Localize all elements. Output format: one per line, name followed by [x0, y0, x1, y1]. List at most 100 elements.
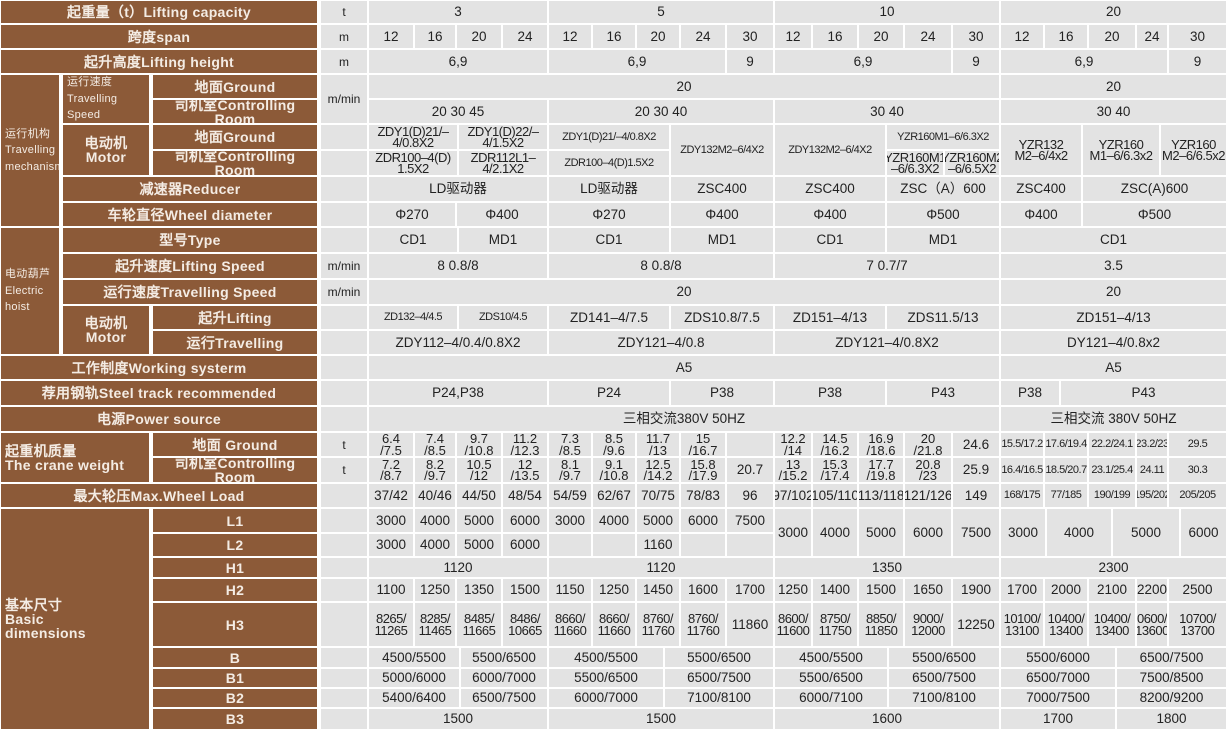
value-wheel-diameter: Φ500 [887, 203, 999, 226]
value-L2: 5000 [457, 534, 501, 556]
unit-cell [321, 484, 367, 507]
value-span: 30 [727, 25, 773, 48]
value-span: 12 [549, 25, 591, 48]
value-speed-controlling-room: 30 40 [1001, 100, 1226, 123]
row-header-motor-controlling-room: 司机室Controlling Room [153, 151, 317, 175]
value-weight-ground: 11.7 /13 [637, 433, 679, 456]
value-weight-ground: 12.2 /14 [775, 433, 811, 456]
value-max-wheel-load: 97/102 [775, 484, 811, 507]
value-B3: 1500 [369, 709, 547, 729]
value-hoist-motor-travelling: ZDY112–4/0.4/0.8X2 [369, 331, 547, 354]
value-span: 12 [775, 25, 811, 48]
value-weight-controlling-room: 7.2 /8.7 [369, 458, 413, 482]
value-max-wheel-load: 205/205 [1169, 484, 1226, 507]
value-span: 12 [1001, 25, 1043, 48]
value-reducer: LD驱动器 [549, 177, 669, 201]
value-capacity: 10 [775, 1, 999, 23]
value-motor-controlling-room: ZDR112L1– 4/2.1X2 [459, 151, 547, 175]
value-weight-controlling-room: 24.11 [1137, 458, 1167, 482]
value-hoist-motor-lifting: ZD141–4/7.5 [549, 306, 669, 329]
value-max-wheel-load: 78/83 [681, 484, 725, 507]
value-power-source: 三相交流380V 50HZ [369, 407, 999, 431]
value-wheel-diameter: Φ500 [1083, 203, 1226, 226]
value-lifting-speed: 8 0.8/8 [549, 254, 773, 278]
value-max-wheel-load: 195/202 [1137, 484, 1167, 507]
value-L1: 5000 [637, 509, 679, 532]
value-hoist-motor-lifting: ZDS10/4.5 [459, 306, 547, 329]
value-H3: 8485/ 11665 [457, 603, 501, 646]
unit-cell [321, 558, 367, 577]
value-B: 5500/6500 [665, 648, 773, 667]
value-H3: 8760/ 11760 [637, 603, 679, 646]
value-lifting-height: 6,9 [369, 50, 547, 73]
value-span: 16 [593, 25, 635, 48]
value-H2: 1500 [503, 579, 547, 601]
value-B2: 7100/8100 [889, 689, 999, 707]
row-header-wheel-diameter: 车轮直径Wheel diameter [63, 203, 317, 226]
value-reducer: ZSC400 [775, 177, 885, 201]
value-B2: 5400/6400 [369, 689, 459, 707]
value-weight-controlling-room: 12 /13.5 [503, 458, 547, 482]
value-L1: 5000 [1113, 509, 1179, 556]
value-L2 [681, 534, 725, 556]
unit-cell [321, 648, 367, 667]
value-weight-controlling-room: 16.4/16.5 [1001, 458, 1043, 482]
value-L1: 7500 [727, 509, 773, 532]
value-type: MD1 [887, 228, 999, 252]
value-B2: 6500/7500 [461, 689, 547, 707]
value-H3: 8486/ 10665 [503, 603, 547, 646]
unit-cell [321, 579, 367, 601]
value-motor-ground: ZDY1(D)22/– 4/1.5X2 [459, 125, 547, 149]
value-weight-controlling-room: 10.5 /12 [457, 458, 501, 482]
value-lifting-speed: 8 0.8/8 [369, 254, 547, 278]
value-weight-ground: 11.2 /12.3 [503, 433, 547, 456]
value-lifting-speed: 7 0.7/7 [775, 254, 999, 278]
value-H2: 2000 [1045, 579, 1087, 601]
value-L2: 4000 [415, 534, 455, 556]
unit-cell [321, 381, 367, 405]
value-weight-controlling-room: 8.1 /9.7 [549, 458, 591, 482]
value-lifting-height: 6,9 [1001, 50, 1167, 73]
value-motor-controlling-room: YZR160M1 –6/6.3X2 [887, 151, 943, 175]
value-H2: 1900 [953, 579, 999, 601]
row-header-power-source: 电源Power source [1, 407, 317, 431]
value-L2 [549, 534, 591, 556]
value-lifting-speed: 3.5 [1001, 254, 1226, 278]
value-hoist-motor-lifting: ZDS10.8/7.5 [671, 306, 773, 329]
value-L1: 6000 [681, 509, 725, 532]
value-max-wheel-load: 113/118 [859, 484, 903, 507]
value-L1: 5000 [457, 509, 501, 532]
row-header-steel-track: 荐用钢轨Steel track recommended [1, 381, 317, 405]
value-span: 24 [905, 25, 951, 48]
value-H2: 1700 [1001, 579, 1043, 601]
row-header-H1: H1 [153, 558, 317, 577]
value-weight-ground: 23.2/23 [1137, 433, 1167, 456]
value-H3: 9000/ 12000 [905, 603, 951, 646]
value-working-system: A5 [1001, 356, 1226, 379]
value-weight-controlling-room: 20.7 [727, 458, 773, 482]
unit-cell [321, 407, 367, 431]
value-weight-controlling-room: 25.9 [953, 458, 999, 482]
value-hoist-motor-lifting: ZD132–4/4.5 [369, 306, 457, 329]
unit-cell: m/min [321, 280, 367, 304]
value-motor-controlling-room: ZDR100–4(D)1.5X2 [549, 151, 669, 175]
value-steel-track: P24,P38 [369, 381, 547, 405]
value-speed-ground: 20 [1001, 75, 1226, 98]
value-B1: 5500/6500 [775, 669, 887, 687]
value-weight-controlling-room: 20.8 /23 [905, 458, 951, 482]
row-header-motor: 电动机 Motor [63, 125, 149, 175]
value-weight-controlling-room: 18.5/20.7 [1045, 458, 1087, 482]
value-span: 20 [457, 25, 501, 48]
value-H2: 2100 [1089, 579, 1135, 601]
value-working-system: A5 [369, 356, 999, 379]
row-header-B1: B1 [153, 669, 317, 687]
value-H2: 1700 [727, 579, 773, 601]
value-B2: 6000/7100 [775, 689, 887, 707]
value-max-wheel-load: 190/199 [1089, 484, 1135, 507]
value-H3: 10400/ 13400 [1089, 603, 1135, 646]
unit-cell: m [321, 50, 367, 73]
value-H3: 8265/ 11265 [369, 603, 413, 646]
value-motor-ground: YZR160 M2–6/6.5x2 [1161, 125, 1226, 175]
value-B: 5500/6500 [461, 648, 547, 667]
